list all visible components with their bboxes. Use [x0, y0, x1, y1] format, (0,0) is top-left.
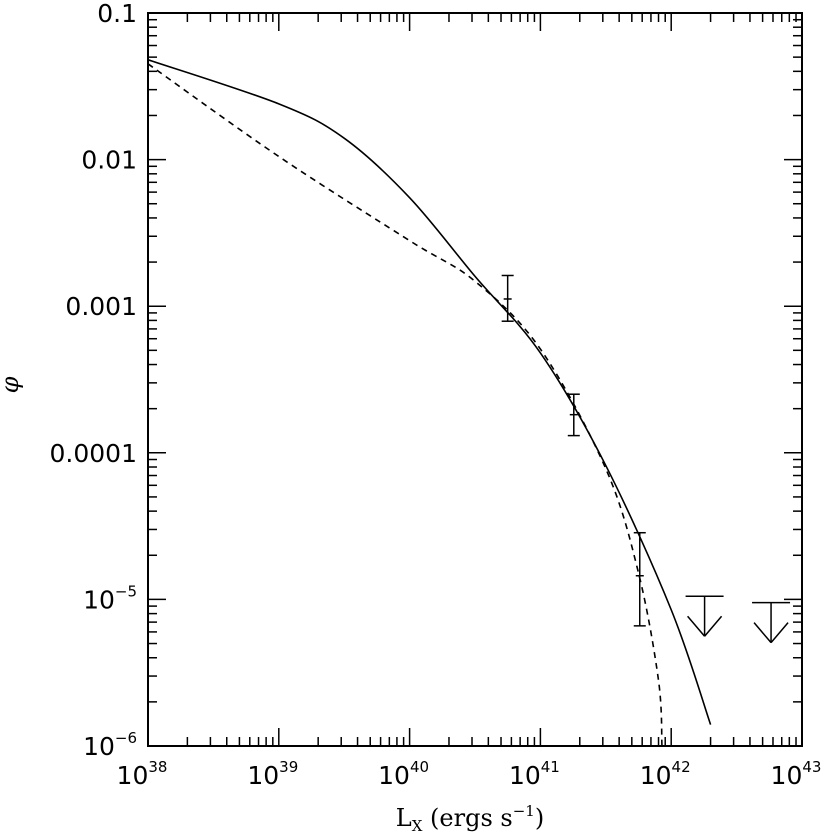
data-point [501, 274, 514, 322]
x-tick-label: 1039 [247, 758, 298, 790]
y-tick-label: 0.0001 [50, 439, 137, 468]
x-tick-label: 1042 [640, 758, 691, 790]
solid-model-line [148, 58, 712, 725]
series-layer [148, 58, 712, 746]
y-tick-label: 0.01 [81, 146, 137, 175]
x-tick-label: 1041 [509, 758, 560, 790]
limit-head-left [753, 622, 772, 644]
y-tick-labels: 0.1 0.01 0.001 0.0001 10−5 10−6 [50, 0, 137, 761]
data-point [567, 393, 580, 437]
y-tick-label: 10−5 [83, 582, 137, 614]
x-tick-label: 1043 [771, 758, 822, 790]
x-tick-labels: 1038 1039 1040 1041 1042 1043 [117, 758, 822, 790]
x-tick-label: 1038 [117, 758, 168, 790]
limit-head-right [704, 615, 723, 637]
limit-head-left [687, 615, 706, 637]
plot-frame [147, 12, 803, 747]
axis-ticks [147, 13, 802, 747]
dashed-model-line [148, 63, 663, 746]
y-axis-label: φ [0, 376, 24, 393]
y-tick-label: 10−6 [83, 729, 137, 761]
upper-limit-arrow [752, 601, 791, 644]
x-axis-label: LX (ergs s−1) [396, 802, 544, 835]
x-tick-label: 1040 [378, 758, 429, 790]
limit-head-right [770, 622, 789, 644]
y-tick-label: 0.1 [97, 0, 137, 28]
upper-limits [685, 595, 791, 644]
upper-limit-arrow [685, 595, 724, 637]
y-tick-label: 0.001 [65, 292, 137, 321]
data-point [633, 531, 646, 627]
data-points [501, 274, 646, 627]
